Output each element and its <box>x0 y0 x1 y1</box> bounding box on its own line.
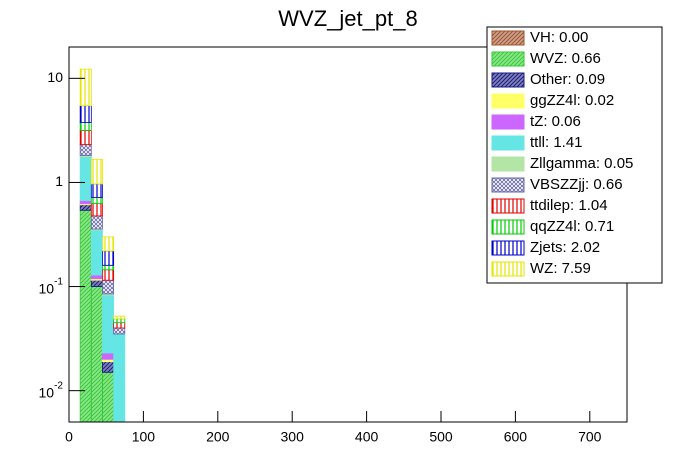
x-tick-label: 500 <box>429 429 453 445</box>
legend-label: VH: 0.00 <box>530 29 588 46</box>
legend-label: WZ: 7.59 <box>530 260 591 277</box>
x-tick-label: 300 <box>281 429 305 445</box>
bar-segment <box>102 236 115 252</box>
bar-segment <box>90 203 103 217</box>
bar-segment <box>102 279 115 295</box>
bar-segment <box>90 274 103 280</box>
legend-label: tZ: 0.06 <box>530 113 581 130</box>
bar-segment <box>113 333 126 423</box>
legend-label: Zllgamma: 0.05 <box>530 155 633 172</box>
chart-title: WVZ_jet_pt_8 <box>278 6 417 31</box>
legend-swatch <box>491 177 525 193</box>
legend-swatch <box>491 198 525 214</box>
legend-label: ttdilep: 1.04 <box>530 197 608 214</box>
bar-segment <box>79 144 92 157</box>
bar-segment <box>90 215 103 230</box>
y-tick-label: 10-2 <box>39 380 64 400</box>
bar-segment <box>113 322 126 329</box>
legend-swatch <box>491 72 525 88</box>
bar-segment <box>79 156 92 201</box>
bar-segment <box>79 105 92 123</box>
bar-segment <box>90 158 103 185</box>
legend-label: Zjets: 2.02 <box>530 239 600 256</box>
legend-label: WVZ: 0.66 <box>530 50 601 67</box>
legend-label: Other: 0.09 <box>530 71 605 88</box>
x-tick-label: 200 <box>206 429 230 445</box>
x-tick-label: 400 <box>355 429 379 445</box>
legend-swatch <box>491 51 525 67</box>
legend-swatch <box>491 261 525 277</box>
legend-swatch <box>491 156 525 172</box>
x-tick-label: 600 <box>504 429 528 445</box>
bar-segment <box>113 315 126 320</box>
bar-segment <box>102 269 115 281</box>
bar-segment <box>113 327 126 335</box>
legend-label: ttll: 1.41 <box>530 134 583 151</box>
bar-segment <box>90 197 103 204</box>
legend-swatch <box>491 219 525 235</box>
bar-segment <box>102 264 115 271</box>
legend: VH: 0.00 WVZ: 0.66 Other: 0.09 ggZZ4l: 0.02… <box>486 26 663 284</box>
legend-box <box>486 26 663 284</box>
bar-segment <box>102 371 115 423</box>
bar-segment <box>79 200 92 205</box>
bar-segment <box>113 318 126 324</box>
bar-segment <box>79 68 92 107</box>
legend-swatch <box>491 114 525 130</box>
bar-segment <box>79 204 92 211</box>
legend-swatch <box>491 240 525 256</box>
y-tick-label: 1 <box>55 173 63 189</box>
bar-segment <box>90 229 103 276</box>
y-tick-label: 10-1 <box>39 276 64 296</box>
legend-label: qqZZ4l: 0.71 <box>530 218 614 235</box>
x-tick-label: 100 <box>132 429 156 445</box>
bar-segment <box>102 250 115 266</box>
bar-segment <box>102 294 115 354</box>
bar-segment <box>90 279 103 287</box>
legend-swatch <box>491 135 525 151</box>
legend-label: ggZZ4l: 0.02 <box>530 92 614 109</box>
legend-swatch <box>491 30 525 46</box>
bar-segment <box>90 286 103 423</box>
y-tick-label: 10 <box>47 69 63 85</box>
x-tick-label: 700 <box>578 429 602 445</box>
bar-segment <box>90 183 103 198</box>
legend-label: VBSZZjj: 0.66 <box>530 176 623 193</box>
bar-segment <box>102 361 115 373</box>
x-tick-label: 0 <box>65 429 73 445</box>
bar-segment <box>79 130 92 145</box>
bar-segment <box>79 122 92 131</box>
bar-segment <box>102 352 115 360</box>
axes: 0 100 200 300 400 500 600 700 10-2 10-1 1 10 <box>39 69 602 445</box>
legend-swatch <box>491 93 525 109</box>
